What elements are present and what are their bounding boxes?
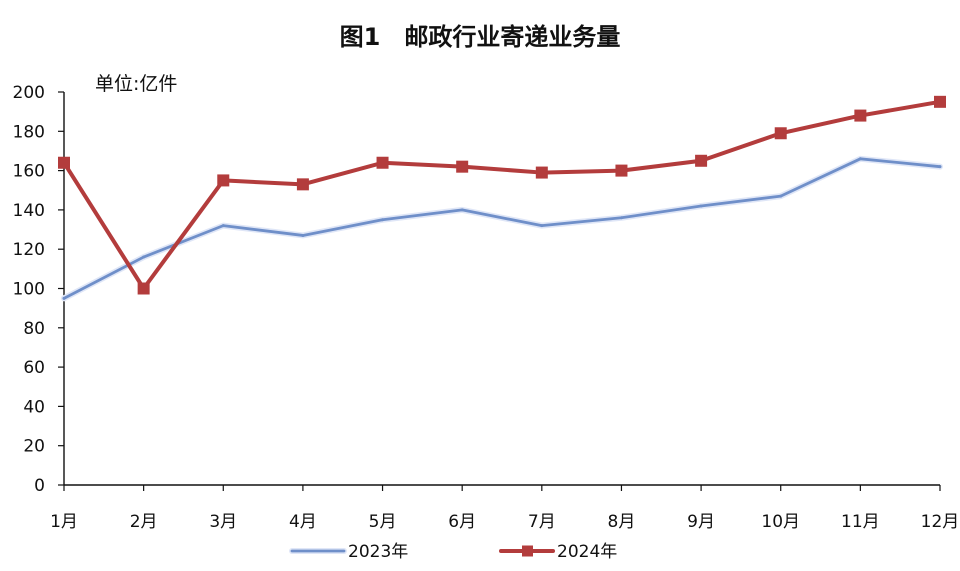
data-point-2023 — [779, 194, 783, 198]
unit-label: 单位:亿件 — [95, 73, 177, 95]
data-point-2023 — [540, 224, 544, 228]
x-tick-label: 7月 — [528, 512, 556, 532]
x-tick-label: 1月 — [50, 512, 78, 532]
data-point-2024 — [615, 164, 628, 177]
data-point-2024 — [296, 178, 309, 191]
data-point-2024 — [774, 127, 787, 140]
data-point-2024 — [58, 156, 70, 169]
y-tick-label: 160 — [13, 162, 45, 182]
y-tick-label: 180 — [13, 122, 45, 142]
y-tick-label: 60 — [23, 358, 45, 378]
series-line-2024 — [62, 99, 942, 291]
data-point-2023 — [938, 165, 942, 169]
data-point-2023 — [62, 296, 66, 300]
series-2024 — [58, 95, 946, 295]
x-tick-label: 2月 — [130, 512, 158, 532]
legend: 2023年 2024年 — [289, 542, 617, 562]
data-point-2024 — [695, 154, 708, 167]
x-axis-ticks: 1月 2月 3月 4月 5月 6月 7月 8月 9月 10月 11月 12月 — [50, 485, 959, 532]
x-tick-label: 9月 — [687, 512, 715, 532]
data-point-2023 — [858, 157, 862, 161]
y-tick-label: 80 — [23, 319, 45, 339]
x-tick-label: 12月 — [921, 512, 960, 532]
x-tick-label: 5月 — [369, 512, 397, 532]
legend-label-2024: 2024年 — [557, 542, 617, 562]
legend-marker-2024 — [522, 545, 533, 557]
data-point-2023 — [460, 208, 464, 212]
x-tick-label: 6月 — [448, 512, 476, 532]
y-axis-ticks: 0 20 40 60 80 100 120 140 160 180 200 — [13, 83, 64, 496]
legend-label-2023: 2023年 — [348, 542, 408, 562]
y-tick-label: 140 — [13, 201, 45, 221]
y-tick-label: 120 — [13, 240, 45, 260]
data-point-2023 — [381, 218, 385, 222]
chart-title: 图1 邮政行业寄递业务量 — [340, 23, 621, 51]
y-tick-label: 100 — [13, 280, 45, 300]
x-tick-label: 3月 — [209, 512, 237, 532]
data-point-2023 — [142, 255, 146, 259]
y-tick-label: 40 — [23, 397, 45, 417]
data-point-2024 — [217, 174, 230, 187]
data-point-2024 — [376, 156, 389, 169]
data-point-2023 — [221, 224, 225, 228]
y-tick-label: 200 — [13, 83, 45, 103]
series-line-2023 — [62, 157, 942, 300]
data-point-2024 — [535, 166, 548, 179]
y-tick-label: 20 — [23, 437, 45, 457]
data-point-2023 — [301, 233, 305, 237]
series-line-2023-halo — [61, 155, 943, 302]
data-point-2024 — [934, 95, 946, 108]
x-tick-label: 8月 — [608, 512, 636, 532]
x-tick-label: 11月 — [841, 512, 880, 532]
data-point-2023 — [699, 204, 703, 208]
data-point-2023 — [619, 216, 623, 220]
y-tick-label: 0 — [34, 476, 45, 496]
x-tick-label: 4月 — [289, 512, 317, 532]
x-tick-label: 10月 — [761, 512, 800, 532]
series-2023 — [61, 155, 943, 302]
data-point-2024 — [137, 282, 150, 295]
data-point-2024 — [854, 109, 867, 122]
data-point-2024 — [456, 160, 469, 173]
